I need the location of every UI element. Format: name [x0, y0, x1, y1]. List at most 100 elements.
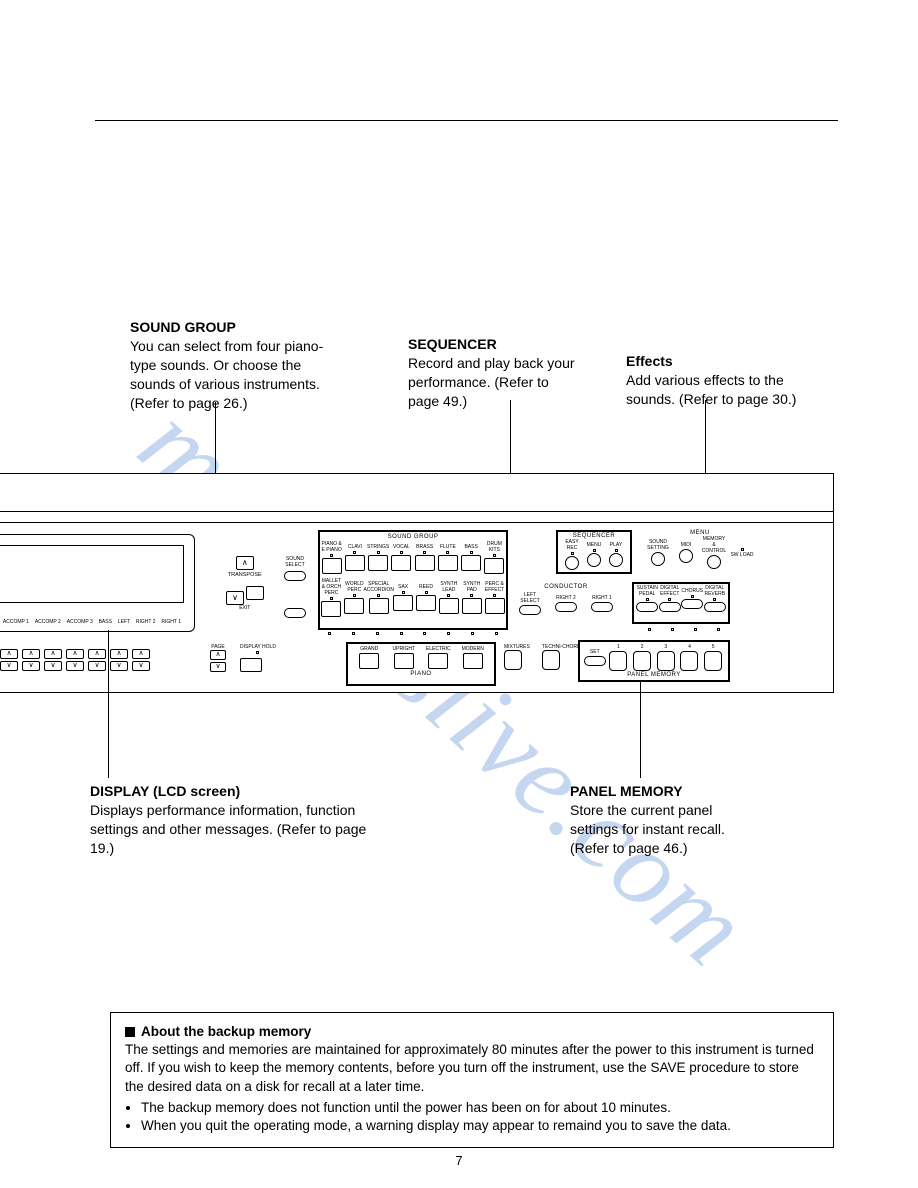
sound-button[interactable]: [322, 558, 342, 574]
down-button[interactable]: ∨: [44, 661, 62, 671]
transpose-down-button[interactable]: ∨: [226, 591, 244, 605]
btn-label: LEFT SELECT: [514, 592, 546, 604]
piano-button[interactable]: [463, 653, 483, 669]
panel-memory-button[interactable]: [633, 651, 651, 671]
page-down-button[interactable]: ∨: [210, 662, 226, 672]
led-icon: [470, 551, 473, 554]
down-button[interactable]: ∨: [110, 661, 128, 671]
top-rule: [95, 120, 838, 121]
exit-button[interactable]: [246, 586, 264, 600]
led-icon: [447, 594, 450, 597]
panel-memory-button[interactable]: [704, 651, 722, 671]
page-up-button[interactable]: ∧: [210, 650, 226, 660]
effect-button[interactable]: [659, 602, 681, 612]
btn-label: 1: [617, 644, 620, 650]
sound-button[interactable]: [321, 601, 341, 617]
up-button[interactable]: ∧: [110, 649, 128, 659]
up-button[interactable]: ∧: [132, 649, 150, 659]
effect-button[interactable]: [681, 599, 703, 609]
panel-memory-button[interactable]: [609, 651, 627, 671]
sequencer-button[interactable]: [609, 553, 623, 567]
panel-shelf: [0, 511, 833, 527]
callout-body: Add various effects to the sounds. (Refe…: [626, 371, 826, 409]
up-button[interactable]: ∧: [0, 649, 18, 659]
led-icon: [691, 595, 694, 598]
technichord-label: TECHNI-CHORD: [542, 644, 581, 650]
menu-button[interactable]: [651, 552, 665, 566]
callout-body: Record and play back your performance. (…: [408, 354, 578, 411]
piano-button[interactable]: [394, 653, 414, 669]
sound-select-label: SOUND SELECT: [278, 556, 312, 568]
sound-button[interactable]: [484, 558, 504, 574]
sound-button[interactable]: [415, 555, 435, 571]
btn-label: PLAY: [610, 542, 622, 548]
mixtures-button[interactable]: [504, 650, 522, 670]
sound-button[interactable]: [345, 555, 365, 571]
display-hold-label: DISPLAY HOLD: [240, 644, 276, 650]
callout-sequencer: SEQUENCER Record and play back your perf…: [408, 335, 578, 411]
btn-label: DIGITAL REVERB: [704, 585, 726, 597]
sound-button[interactable]: [393, 595, 413, 611]
conductor-button[interactable]: [519, 605, 541, 615]
conductor-button[interactable]: [591, 602, 613, 612]
led-icon: [741, 548, 744, 551]
callout-title: SOUND GROUP: [130, 318, 345, 337]
panel-memory-button[interactable]: [657, 651, 675, 671]
btn-label: WORLD PERC: [343, 581, 366, 593]
sound-button[interactable]: [462, 598, 482, 614]
section-title: PIANO: [348, 671, 494, 677]
down-button[interactable]: ∨: [0, 661, 18, 671]
sound-button[interactable]: [461, 555, 481, 571]
page-label: PAGE: [210, 644, 226, 650]
technichord-button[interactable]: [542, 650, 560, 670]
lcd-col-label: LEFT: [118, 619, 130, 625]
piano-button[interactable]: [359, 653, 379, 669]
sound-button[interactable]: [369, 598, 389, 614]
panel-memory-section: SET 1 2 3 4 5 PANEL MEMORY: [578, 640, 730, 682]
down-button[interactable]: ∨: [22, 661, 40, 671]
btn-label: EASY REC: [561, 539, 583, 551]
sound-select-down-button[interactable]: [284, 608, 306, 618]
effect-button[interactable]: [704, 602, 726, 612]
sound-select-up-button[interactable]: [284, 571, 306, 581]
up-button[interactable]: ∧: [88, 649, 106, 659]
sound-group-section: SOUND GROUP PIANO & E PIANO CLAVI STRING…: [318, 530, 508, 630]
callout-display: DISPLAY (LCD screen) Displays performanc…: [90, 782, 380, 858]
panel-memory-set-button[interactable]: [584, 656, 606, 666]
down-button[interactable]: ∨: [66, 661, 84, 671]
transpose-up-button[interactable]: ∧: [236, 556, 254, 570]
effect-button[interactable]: [636, 602, 658, 612]
display-hold-button[interactable]: [240, 658, 262, 672]
sequencer-button[interactable]: [587, 553, 601, 567]
sound-button[interactable]: [438, 555, 458, 571]
conductor-button[interactable]: [555, 602, 577, 612]
menu-button[interactable]: [679, 549, 693, 563]
conductor-section: CONDUCTOR LEFT SELECT RIGHT 2 RIGHT 1: [512, 584, 620, 615]
btn-label: MALLET & ORCH PERC: [320, 578, 343, 596]
piano-section: GRAND UPRIGHT ELECTRIC MODERN PIANO: [346, 642, 496, 686]
sound-button[interactable]: [416, 595, 436, 611]
sound-button[interactable]: [439, 598, 459, 614]
section-title: SOUND GROUP: [320, 534, 506, 540]
panel-memory-button[interactable]: [680, 651, 698, 671]
led-icon: [330, 554, 333, 557]
piano-button[interactable]: [428, 653, 448, 669]
sound-button[interactable]: [368, 555, 388, 571]
led-icon: [593, 549, 596, 552]
down-button[interactable]: ∨: [88, 661, 106, 671]
sequencer-button[interactable]: [565, 556, 579, 570]
led-icon: [353, 551, 356, 554]
lcd-col-label: BASS: [99, 619, 112, 625]
down-button[interactable]: ∨: [132, 661, 150, 671]
btn-label: DIGITAL EFFECT: [659, 585, 681, 597]
btn-label: CLAVI: [348, 544, 362, 550]
backup-title: About the backup memory: [141, 1024, 311, 1039]
sound-button[interactable]: [391, 555, 411, 571]
sound-button[interactable]: [344, 598, 364, 614]
up-button[interactable]: ∧: [44, 649, 62, 659]
menu-button[interactable]: [707, 555, 721, 569]
up-button[interactable]: ∧: [66, 649, 84, 659]
btn-label: MENU: [587, 542, 602, 548]
up-button[interactable]: ∧: [22, 649, 40, 659]
sound-button[interactable]: [485, 598, 505, 614]
